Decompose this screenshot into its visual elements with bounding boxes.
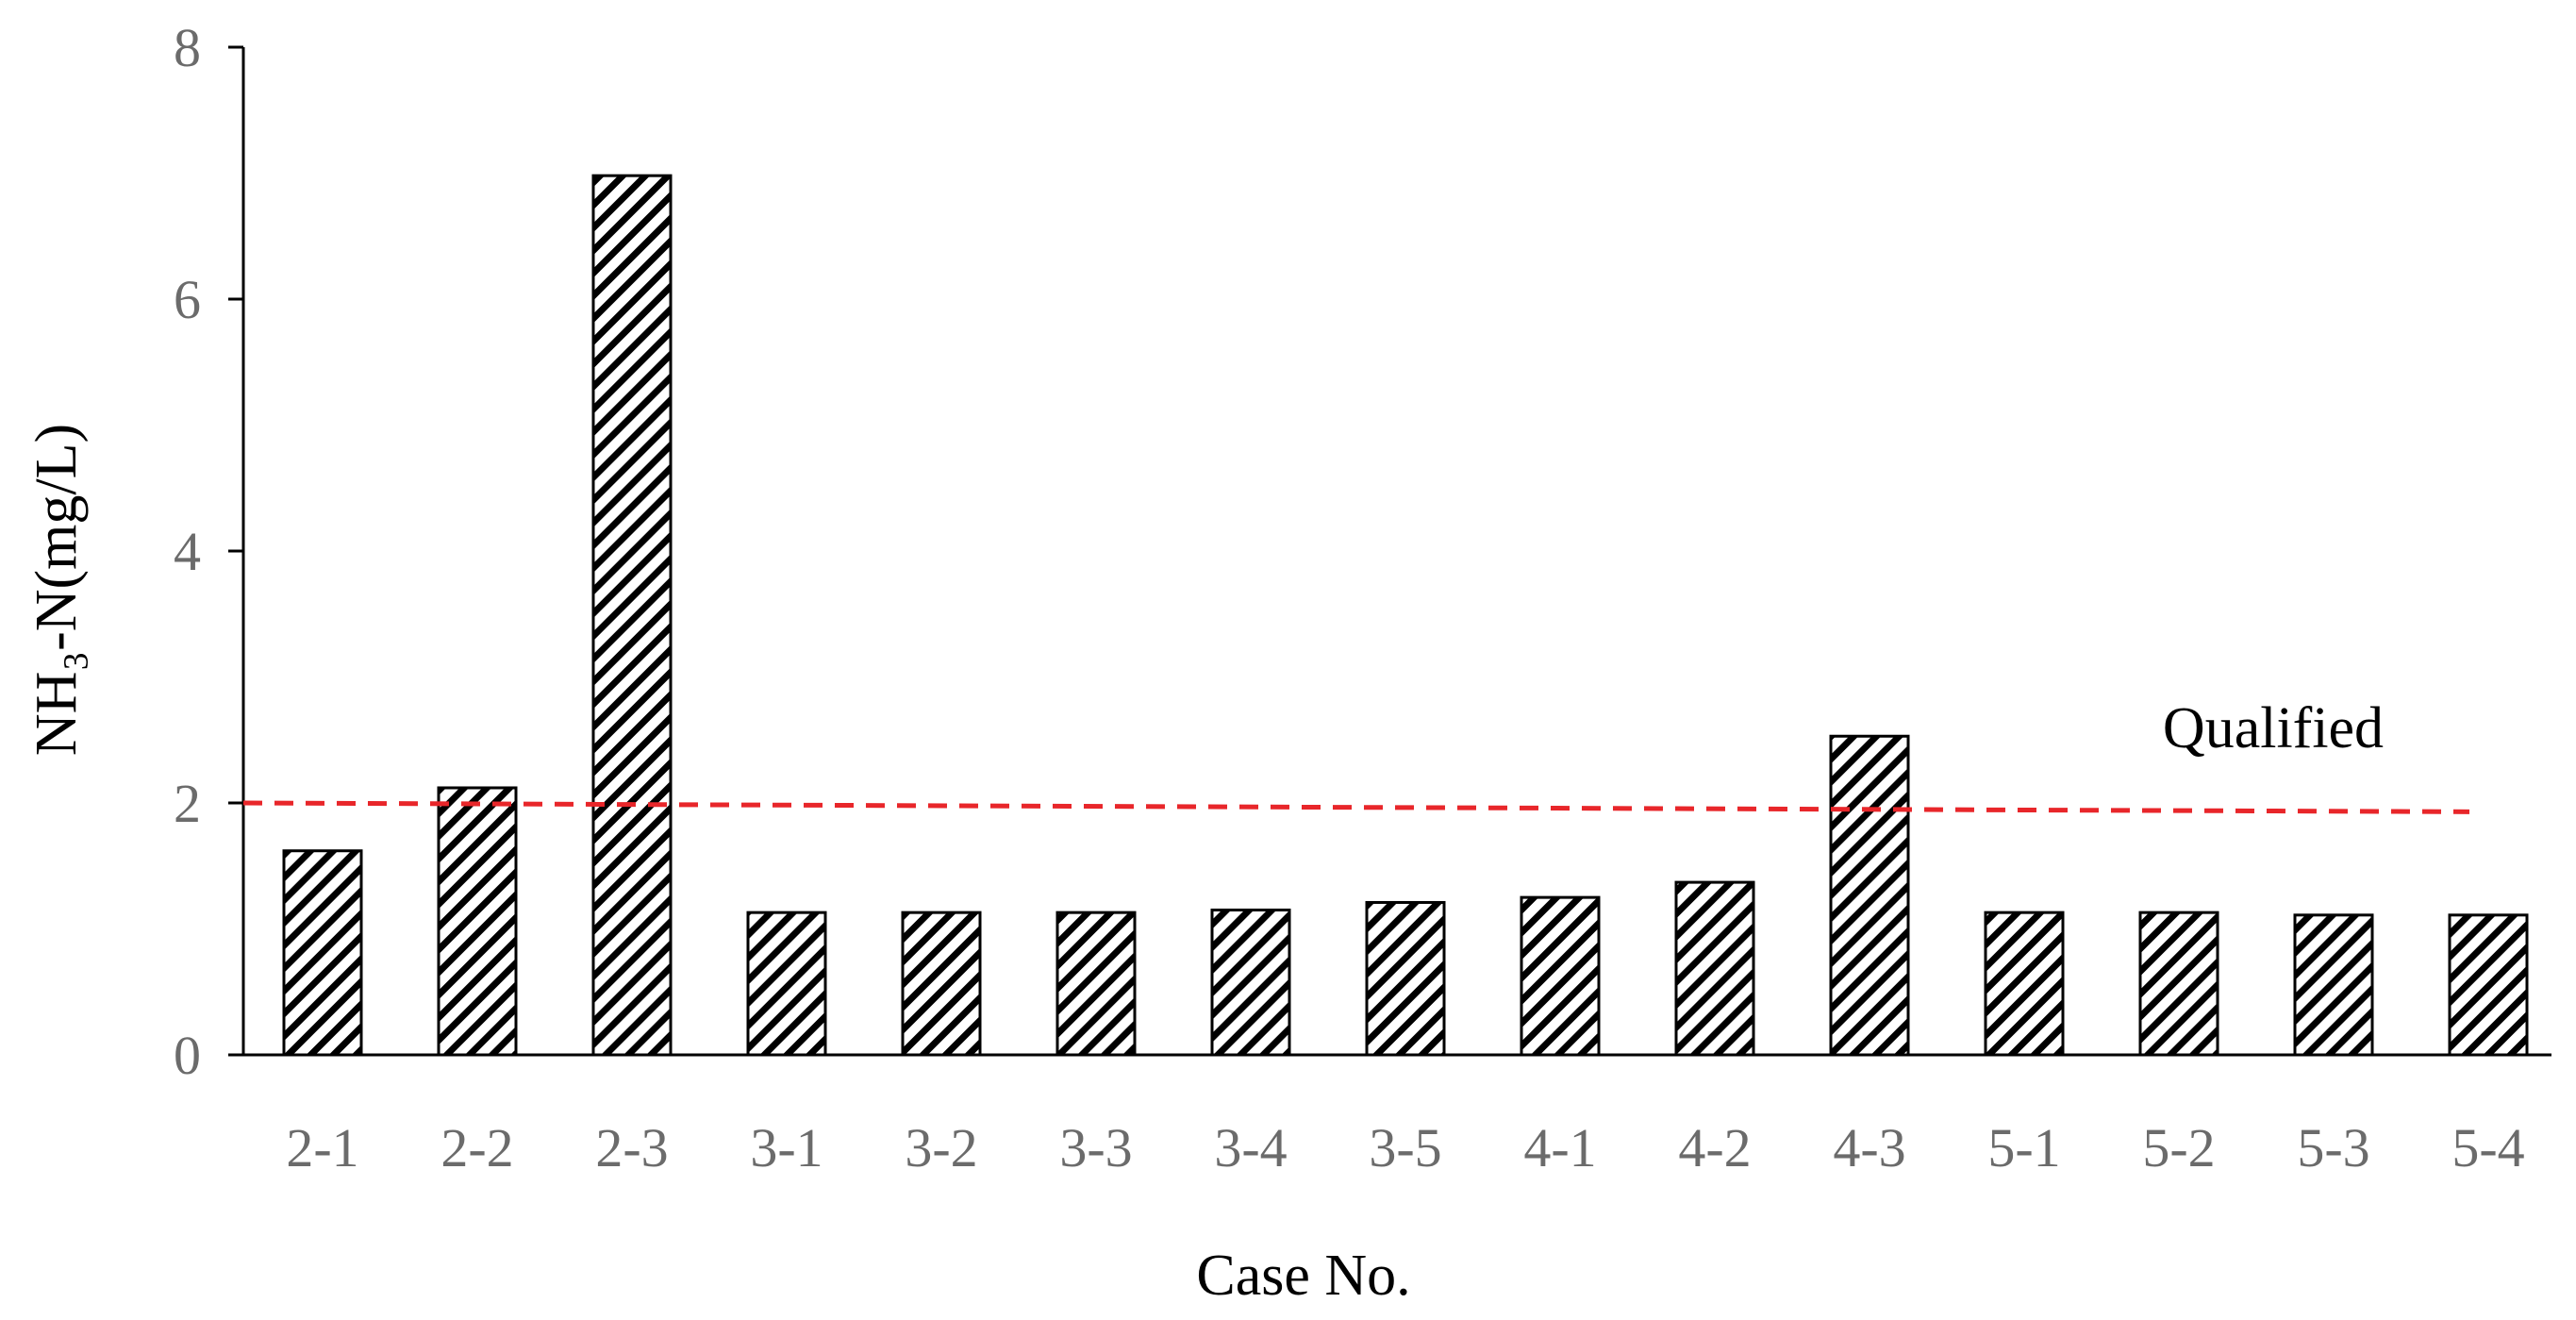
x-tick-label: 2-3	[595, 1117, 668, 1178]
bar-3-1	[746, 911, 827, 1057]
y-tick-label: 6	[174, 269, 201, 330]
x-tick-label: 2-2	[440, 1117, 513, 1178]
bars-group	[282, 174, 2529, 1057]
bar-3-5	[1365, 900, 1446, 1057]
bar-4-3	[1829, 734, 1910, 1057]
bar-2-3	[591, 174, 673, 1057]
bar-5-2	[2138, 911, 2219, 1057]
qualified-label: Qualified	[2163, 696, 2384, 760]
bar-3-3	[1055, 911, 1137, 1057]
x-tick-label: 5-1	[1987, 1117, 2060, 1178]
x-tick-label: 3-2	[905, 1117, 977, 1178]
bar-2-1	[282, 849, 363, 1057]
bar-5-3	[2293, 913, 2374, 1057]
x-tick-label: 4-2	[1678, 1117, 1751, 1178]
x-tick-label: 5-4	[2451, 1117, 2524, 1178]
bar-5-1	[1984, 911, 2065, 1057]
x-tick-label: 5-2	[2142, 1117, 2215, 1178]
bar-3-4	[1210, 908, 1291, 1057]
x-tick-label: 4-3	[1833, 1117, 1905, 1178]
x-ticks-group: 2-1 2-2 2-3 3-1 3-2 3-3 3-4 3-5 4-1 4-2 4-3 5-1 5-2 5…	[286, 1117, 2524, 1178]
x-tick-label: 2-1	[286, 1117, 358, 1178]
x-tick-label: 3-4	[1214, 1117, 1287, 1178]
x-tick-label: 3-3	[1059, 1117, 1132, 1178]
bar-5-4	[2448, 913, 2529, 1057]
x-axis-title: Case No.	[1196, 1244, 1410, 1308]
bar-3-2	[901, 911, 982, 1057]
y-ticks-group: 0 2 4 6 8	[174, 17, 243, 1086]
x-tick-label: 4-1	[1523, 1117, 1596, 1178]
x-tick-label: 5-3	[2297, 1117, 2369, 1178]
y-tick-label: 4	[174, 521, 201, 582]
bar-2-2	[437, 786, 518, 1057]
y-axis-title: NH₃-N(mg/L)	[25, 424, 89, 756]
qualified-threshold-line	[242, 800, 2470, 814]
bar-4-1	[1520, 895, 1601, 1057]
x-tick-label: 3-1	[750, 1117, 823, 1178]
y-tick-label: 8	[174, 17, 201, 78]
y-tick-label: 2	[174, 773, 201, 834]
bar-4-2	[1674, 880, 1755, 1057]
y-tick-label: 0	[174, 1025, 201, 1086]
x-tick-label: 3-5	[1369, 1117, 1441, 1178]
